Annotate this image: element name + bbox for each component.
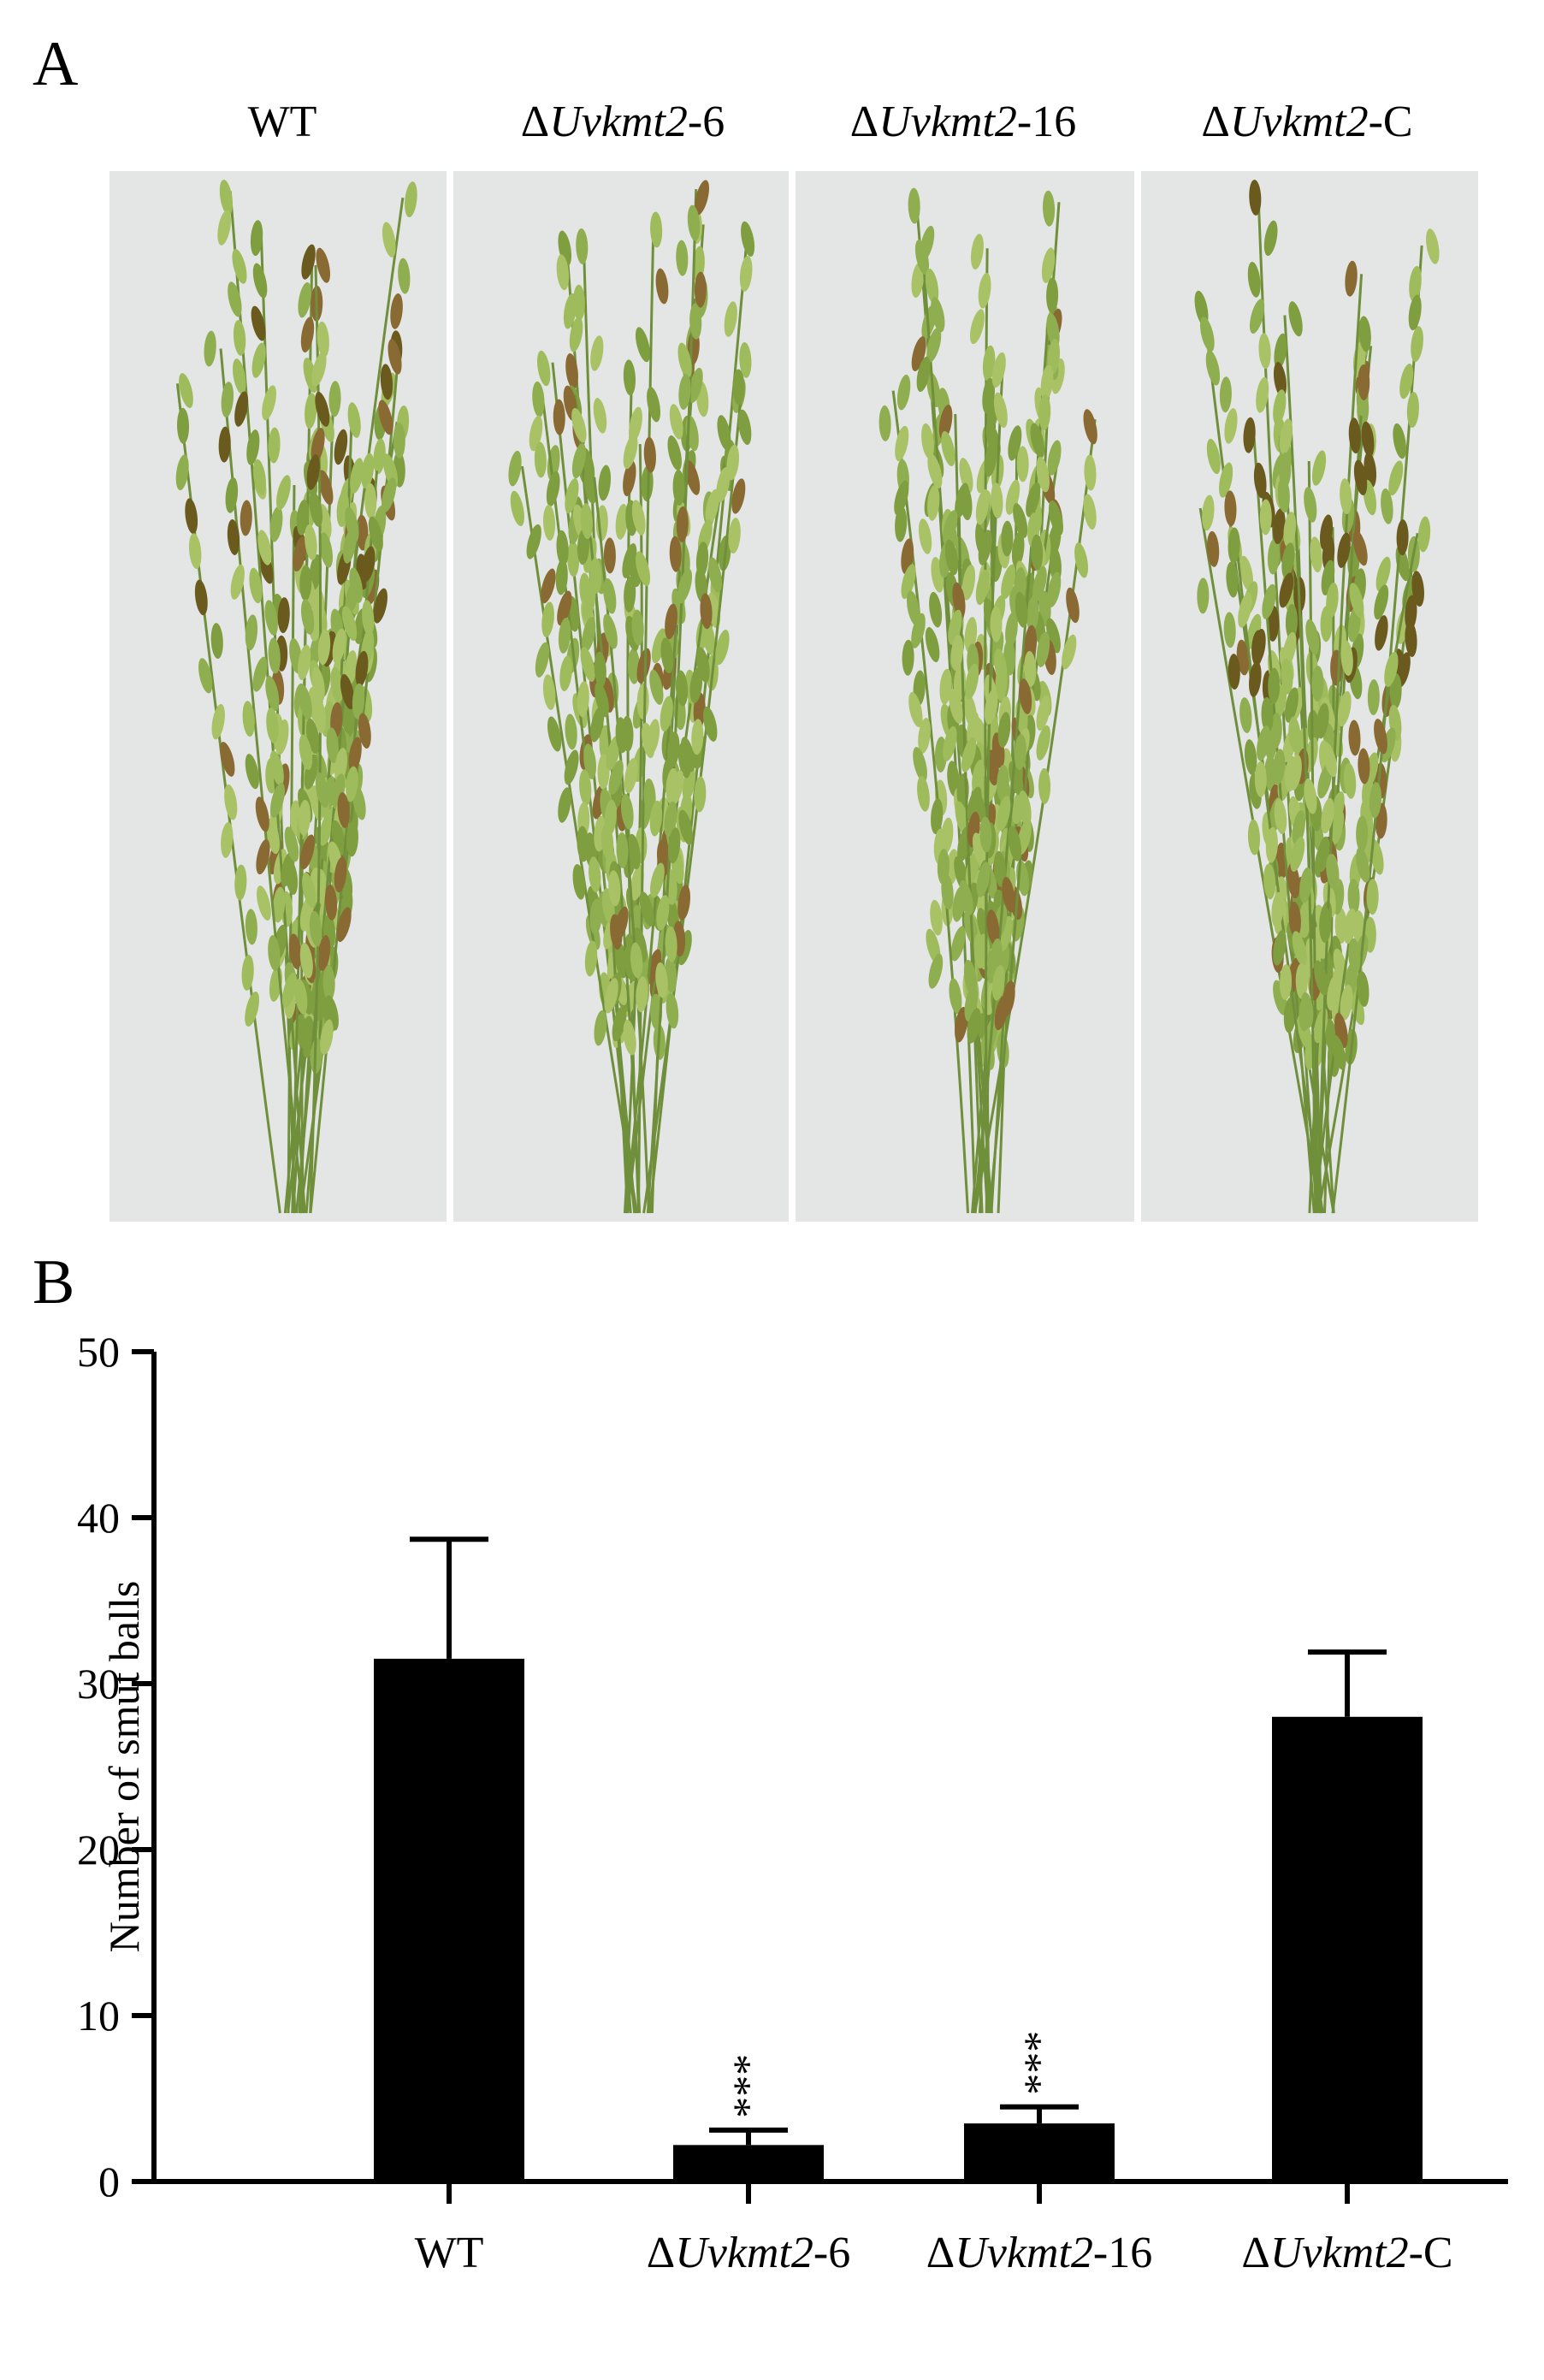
x-category-label: ΔUvkmt2-C xyxy=(1241,2229,1452,2277)
gene-name: Uvkmt2 xyxy=(1229,98,1369,146)
y-tick-label: 20 xyxy=(77,1826,120,1874)
photo-wt-panicle xyxy=(109,171,447,1222)
y-tick-label: 50 xyxy=(77,1328,120,1376)
delta-symbol: Δ xyxy=(520,98,550,146)
y-axis-label: Number of smut balls xyxy=(100,1581,148,1953)
photo-uvkmt2-6-panicle xyxy=(453,171,789,1222)
delta-symbol: Δ xyxy=(1201,98,1230,146)
panel-a-letter: A xyxy=(33,29,79,99)
photo-label-text: WT xyxy=(247,98,317,146)
gene-name: Uvkmt2 xyxy=(878,98,1017,146)
panicle-image xyxy=(1141,171,1478,1222)
y-tick-label: 30 xyxy=(77,1660,120,1708)
x-category-label: ΔUvkmt2-16 xyxy=(926,2229,1153,2277)
panel-b-letter: B xyxy=(33,1247,75,1317)
gene-name: Uvkmt2 xyxy=(549,98,688,146)
bar xyxy=(1272,1716,1423,2182)
bar xyxy=(673,2145,824,2182)
y-tick-label: 40 xyxy=(77,1494,120,1542)
x-category-label: WT xyxy=(415,2229,484,2277)
bar xyxy=(374,1658,524,2182)
y-tick-label: 0 xyxy=(98,2158,120,2205)
photo-label-uvkmt2-6: ΔUvkmt2-6 xyxy=(452,92,794,152)
delta-symbol: Δ xyxy=(849,98,879,146)
photo-label-uvkmt2-16: ΔUvkmt2-16 xyxy=(792,92,1134,152)
photo-uvkmt2-16-panicle xyxy=(796,171,1134,1222)
y-tick-label: 10 xyxy=(77,1992,120,2040)
significance-label: *** xyxy=(1015,2031,1062,2095)
strain-suffix: -6 xyxy=(687,98,725,146)
x-category-label: ΔUvkmt2-6 xyxy=(647,2229,851,2277)
bar xyxy=(964,2123,1115,2182)
significance-label: *** xyxy=(724,2054,772,2118)
panicle-image xyxy=(109,171,447,1222)
panicle-image xyxy=(453,171,789,1222)
strain-suffix: -C xyxy=(1368,98,1413,146)
photo-label-uvkmt2-c: ΔUvkmt2-C xyxy=(1136,92,1478,152)
photo-uvkmt2-c-panicle xyxy=(1141,171,1478,1222)
photo-label-wt: WT xyxy=(111,92,453,152)
strain-suffix: -16 xyxy=(1016,98,1077,146)
smut-balls-bar-chart: 0 10 20 30 40 50 Number of smut balls WT *** ΔUvk… xyxy=(77,1328,1508,2277)
panicle-image xyxy=(796,171,1134,1222)
